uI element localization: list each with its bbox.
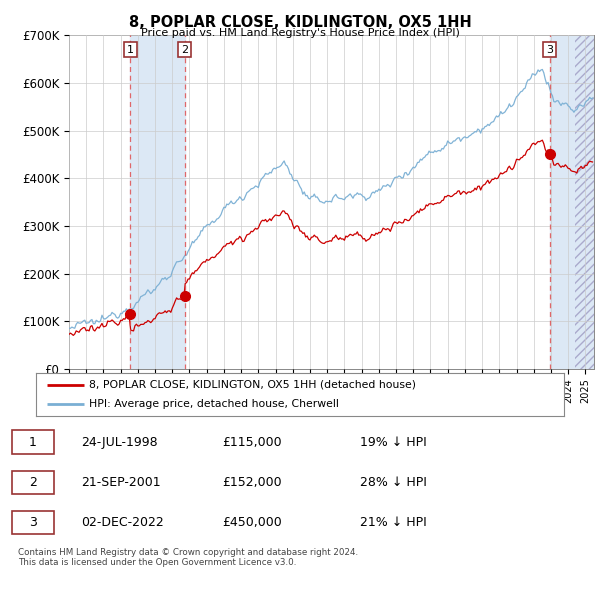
Bar	[575, 35, 594, 369]
Text: £115,000: £115,000	[222, 435, 281, 448]
Text: 3: 3	[29, 516, 37, 529]
Text: 21% ↓ HPI: 21% ↓ HPI	[360, 516, 427, 529]
Text: 8, POPLAR CLOSE, KIDLINGTON, OX5 1HH (detached house): 8, POPLAR CLOSE, KIDLINGTON, OX5 1HH (de…	[89, 380, 416, 390]
Text: 1: 1	[29, 435, 37, 448]
Bar	[550, 35, 594, 369]
Text: 1: 1	[127, 45, 134, 55]
Text: 19% ↓ HPI: 19% ↓ HPI	[360, 435, 427, 448]
Text: 02-DEC-2022: 02-DEC-2022	[81, 516, 164, 529]
Text: 24-JUL-1998: 24-JUL-1998	[81, 435, 158, 448]
Text: 3: 3	[546, 45, 553, 55]
Text: 28% ↓ HPI: 28% ↓ HPI	[360, 476, 427, 489]
Text: Price paid vs. HM Land Registry's House Price Index (HPI): Price paid vs. HM Land Registry's House …	[140, 28, 460, 38]
Text: £152,000: £152,000	[222, 476, 281, 489]
Text: HPI: Average price, detached house, Cherwell: HPI: Average price, detached house, Cher…	[89, 399, 338, 409]
Text: 2: 2	[29, 476, 37, 489]
FancyBboxPatch shape	[12, 511, 54, 535]
Text: 8, POPLAR CLOSE, KIDLINGTON, OX5 1HH: 8, POPLAR CLOSE, KIDLINGTON, OX5 1HH	[128, 15, 472, 30]
Bar	[575, 35, 594, 369]
Text: 2: 2	[181, 45, 188, 55]
Bar	[130, 35, 185, 369]
Text: Contains HM Land Registry data © Crown copyright and database right 2024.
This d: Contains HM Land Registry data © Crown c…	[18, 548, 358, 567]
Text: 21-SEP-2001: 21-SEP-2001	[81, 476, 161, 489]
Text: £450,000: £450,000	[222, 516, 282, 529]
FancyBboxPatch shape	[12, 430, 54, 454]
FancyBboxPatch shape	[12, 471, 54, 494]
